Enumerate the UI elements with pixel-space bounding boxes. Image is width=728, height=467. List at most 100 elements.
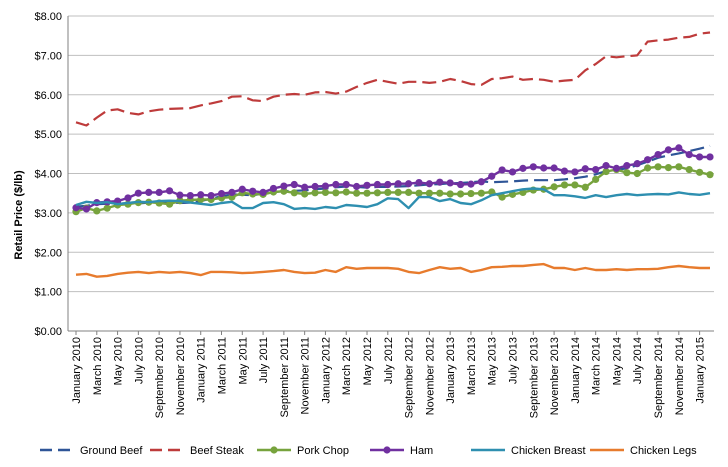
- data-point: [623, 162, 631, 170]
- y-tick-label: $6.00: [34, 90, 62, 102]
- data-point: [280, 187, 288, 195]
- data-point: [342, 180, 350, 189]
- data-point: [373, 180, 382, 189]
- data-point: [228, 188, 236, 196]
- data-point: [633, 160, 641, 168]
- data-point: [581, 165, 589, 173]
- data-point: [477, 189, 485, 197]
- data-point: [498, 166, 506, 174]
- x-tick-label: May 2013: [487, 337, 499, 385]
- x-tick-label: September 2011: [279, 337, 291, 418]
- x-tick-label: July 2014: [632, 337, 644, 384]
- data-point: [103, 204, 111, 212]
- legend-item: Pork Chop: [257, 445, 349, 457]
- data-point: [664, 146, 673, 154]
- x-tick-label: May 2012: [362, 337, 374, 385]
- x-tick-label: May 2010: [113, 337, 125, 385]
- legend-item: Chicken Breast: [471, 445, 586, 457]
- data-point: [685, 151, 693, 159]
- y-tick-label: $7.00: [34, 50, 62, 62]
- x-tick-label: May 2014: [611, 337, 623, 385]
- series-ground-beef: [75, 144, 711, 208]
- data-point: [145, 188, 153, 196]
- data-point: [571, 168, 579, 176]
- x-tick-label: November 2014: [674, 337, 686, 415]
- x-tick-label: September 2012: [404, 337, 416, 418]
- x-tick-label: November 2011: [300, 337, 312, 414]
- data-point: [207, 191, 215, 200]
- data-point: [384, 180, 392, 189]
- data-point: [467, 189, 475, 198]
- data-point: [238, 185, 246, 193]
- x-tick-label: May 2011: [237, 337, 249, 385]
- data-point: [550, 164, 558, 172]
- data-point: [456, 190, 465, 198]
- legend-label: Chicken Legs: [630, 445, 697, 457]
- y-tick-label: $3.00: [34, 208, 62, 220]
- data-point: [508, 168, 517, 176]
- data-point: [498, 193, 506, 201]
- series-beef-steak: [75, 31, 711, 127]
- data-point: [384, 188, 392, 196]
- x-tick-label: January 2011: [196, 337, 208, 403]
- data-point: [82, 205, 90, 213]
- data-point: [249, 187, 257, 195]
- series-chicken-breast: [75, 187, 711, 211]
- data-point: [602, 167, 610, 176]
- data-point: [446, 179, 454, 187]
- data-point: [488, 172, 496, 180]
- x-tick-label: September 2010: [154, 337, 166, 418]
- data-point: [581, 183, 589, 191]
- data-point: [550, 183, 558, 191]
- data-point: [332, 180, 340, 189]
- x-tick-label: July 2010: [133, 337, 145, 384]
- data-point: [363, 181, 371, 189]
- data-point: [124, 194, 132, 202]
- data-point: [311, 182, 319, 191]
- gridlines: [68, 15, 714, 332]
- data-point: [592, 175, 600, 184]
- data-point: [425, 189, 433, 197]
- x-tick-label: November 2013: [549, 337, 561, 415]
- data-point: [519, 164, 527, 172]
- x-tick-label: January 2015: [695, 337, 707, 404]
- legend-label: Ham: [410, 445, 433, 457]
- data-point: [404, 180, 413, 188]
- data-point: [592, 165, 600, 174]
- data-point: [446, 190, 454, 198]
- legend-item: Ground Beef: [40, 445, 143, 457]
- data-point: [93, 207, 101, 215]
- data-point: [165, 200, 174, 208]
- data-point: [560, 181, 569, 189]
- legend-item: Chicken Legs: [590, 445, 697, 457]
- data-point: [165, 187, 174, 195]
- data-point: [675, 144, 683, 152]
- legend-label: Pork Chop: [297, 445, 349, 457]
- data-point: [280, 182, 288, 190]
- data-point: [436, 189, 444, 197]
- data-point: [436, 178, 444, 186]
- data-point: [394, 188, 402, 196]
- series-ham: [72, 144, 714, 213]
- y-tick-label: $5.00: [34, 129, 62, 141]
- legend-item: Beef Steak: [150, 445, 244, 457]
- data-point: [301, 183, 309, 191]
- x-tick-label: March 2012: [341, 337, 353, 395]
- data-point: [269, 184, 278, 193]
- data-point: [664, 163, 673, 172]
- x-tick-label: January 2012: [320, 337, 332, 404]
- data-point: [633, 169, 641, 178]
- x-tick-label: March 2011: [217, 337, 229, 394]
- x-tick-label: November 2010: [175, 337, 187, 415]
- data-point: [706, 171, 714, 179]
- legend-label: Beef Steak: [190, 445, 244, 457]
- y-axis-title: Retail Price ($/lb): [13, 170, 25, 260]
- data-point: [644, 164, 652, 172]
- data-point: [332, 189, 340, 197]
- data-point: [540, 164, 548, 172]
- data-point: [612, 164, 621, 172]
- data-point: [363, 189, 371, 197]
- x-tick-label: January 2014: [570, 337, 582, 404]
- data-point: [571, 181, 579, 189]
- data-point: [342, 188, 350, 196]
